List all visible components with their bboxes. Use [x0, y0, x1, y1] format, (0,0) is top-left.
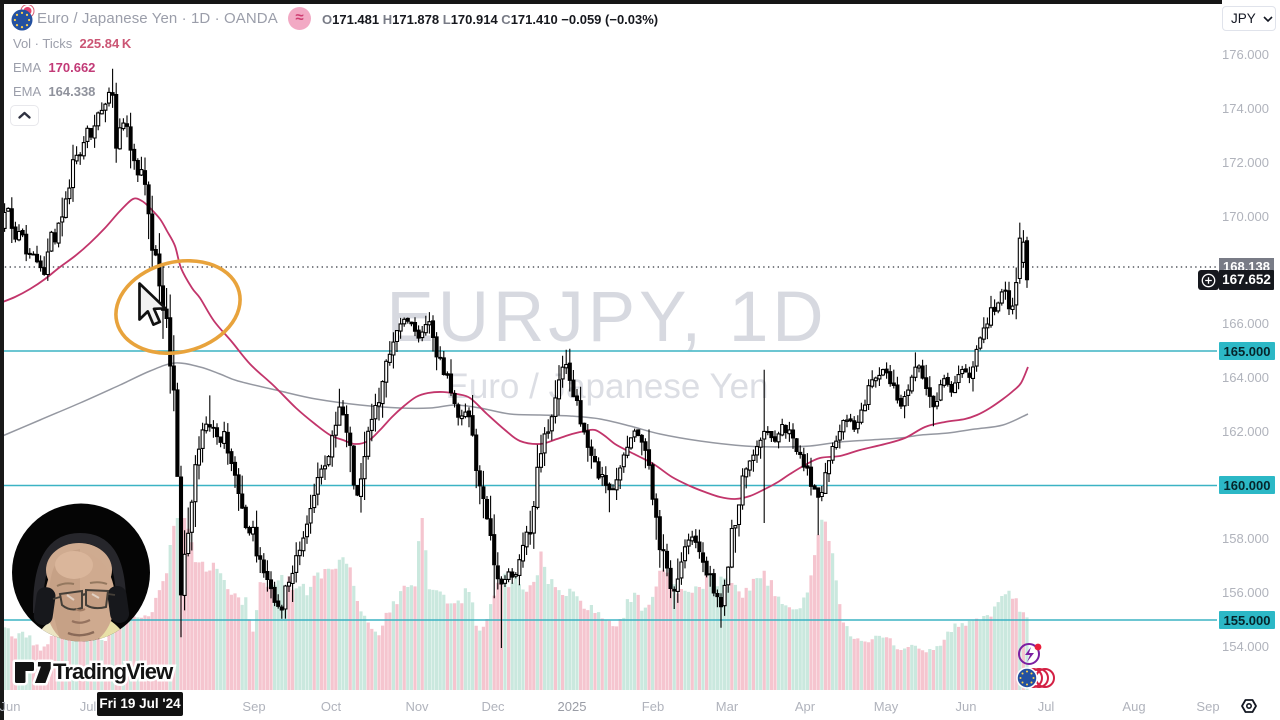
svg-text:TradingView: TradingView [53, 659, 174, 684]
